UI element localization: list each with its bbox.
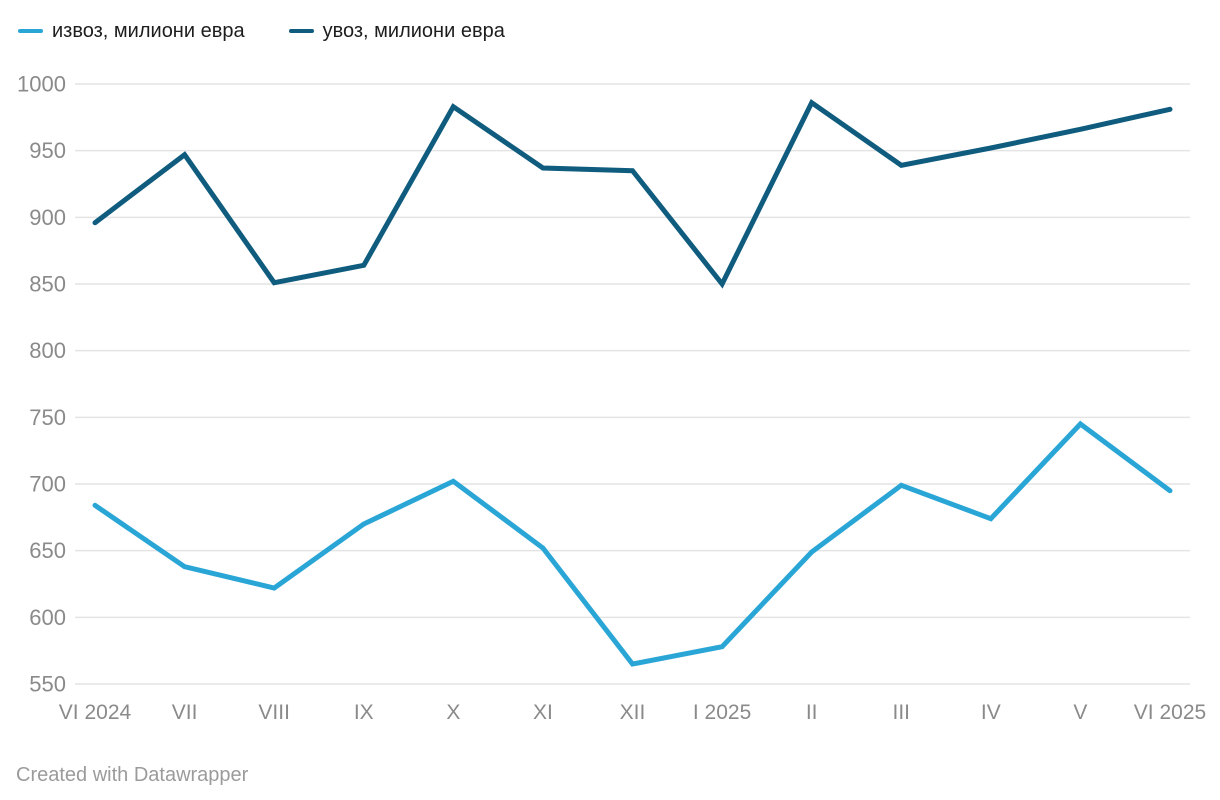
datawrapper-attribution-link[interactable]: Created with Datawrapper [16, 764, 249, 786]
x-axis-tick-label: VIII [258, 701, 290, 724]
y-axis-tick-label: 700 [29, 472, 66, 497]
x-axis-tick-label: VII [172, 701, 198, 724]
y-axis-tick-label: 950 [29, 138, 66, 163]
legend-label-izvoz: извоз, милиони евра [52, 20, 245, 42]
x-axis-tick-label: IV [981, 701, 1001, 724]
gridlines [75, 83, 1190, 685]
y-axis-tick-label: 550 [29, 672, 66, 697]
y-axis-tick-label: 850 [29, 272, 66, 297]
x-axis-tick-label: XII [620, 701, 646, 724]
x-axis-tick-label: I 2025 [693, 701, 751, 724]
x-axis-tick-label: XI [533, 701, 553, 724]
x-axis-tick-label: III [892, 701, 910, 724]
legend-swatch-uvoz [288, 29, 314, 33]
legend-swatch-izvoz [18, 29, 43, 33]
y-axis-tick-label: 600 [29, 605, 66, 630]
y-axis-tick-label: 900 [29, 205, 66, 230]
y-axis-tick-label: 1000 [17, 72, 66, 97]
x-axis-tick-label: II [806, 701, 818, 724]
legend-item-uvoz: увоз, милиони евра [288, 19, 505, 43]
y-axis-tick-label: 800 [29, 338, 66, 363]
x-axis-labels: VI 2024 VII VIII IX X XI XII I 2025 II III IV V VI 2… [59, 701, 1206, 724]
x-axis-tick-label: V [1073, 701, 1087, 724]
legend-item-izvoz: извоз, милиони евра [18, 19, 245, 43]
x-axis-tick-label: IX [354, 701, 374, 724]
y-axis-labels: 550 600 650 700 750 800 850 900 950 1000 [17, 72, 66, 697]
series-line-uvoz [92, 98, 1173, 289]
chart-legend: извоз, милиони евра увоз, милиони евра [18, 19, 549, 43]
x-axis-tick-label: VI 2025 [1134, 701, 1206, 724]
y-axis-tick-label: 650 [29, 538, 66, 563]
x-axis-tick-label: X [446, 701, 460, 724]
series-line-izvoz [92, 420, 1173, 667]
x-axis-tick-label: VI 2024 [59, 701, 132, 724]
y-axis-tick-label: 750 [29, 405, 66, 430]
legend-label-uvoz: увоз, милиони евра [322, 20, 505, 42]
